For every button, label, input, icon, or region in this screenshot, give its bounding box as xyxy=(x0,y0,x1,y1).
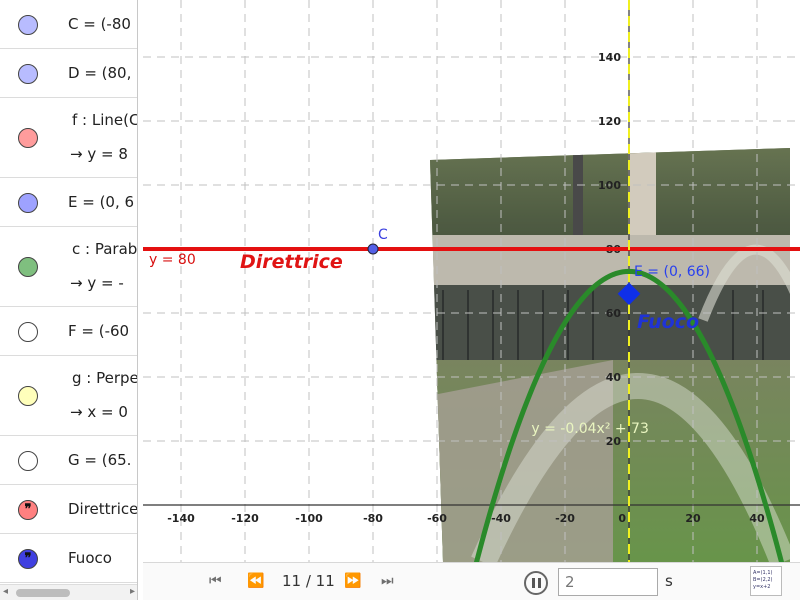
algebra-row-d[interactable]: D = (80, xyxy=(0,49,137,98)
algebra-value: → y = - xyxy=(70,274,124,292)
algebra-definition[interactable]: f : Line(C xyxy=(72,111,138,129)
point-c[interactable] xyxy=(367,243,379,255)
scrollbar-thumb[interactable] xyxy=(16,589,70,597)
y-tick-label: 100 xyxy=(598,179,621,192)
y-tick-label: 20 xyxy=(606,435,622,448)
pause-icon xyxy=(531,578,535,588)
pause-icon-bar xyxy=(537,578,541,588)
algebra-definition[interactable]: E = (0, 6 xyxy=(68,192,135,211)
algebra-row-direttrice[interactable]: ❞ Direttrice xyxy=(0,485,138,534)
x-tick-label: -80 xyxy=(363,512,383,525)
x-tick-label: -20 xyxy=(555,512,575,525)
algebra-definition[interactable]: C = (-80 xyxy=(68,14,131,33)
x-tick-label: 0 xyxy=(618,512,626,525)
scroll-right-arrow-icon[interactable]: ▸ xyxy=(129,586,135,597)
algebra-row-c[interactable]: C = (-80 xyxy=(0,0,137,49)
visibility-toggle[interactable] xyxy=(18,63,38,84)
step-counter: 11 / 11 xyxy=(282,572,335,590)
next-step-icon[interactable]: ⏩ xyxy=(344,573,362,589)
algebra-definition[interactable]: G = (65. xyxy=(68,450,132,469)
x-tick-label: -40 xyxy=(491,512,511,525)
x-tick-label: -120 xyxy=(231,512,259,525)
horizontal-scrollbar[interactable]: ◂ ▸ xyxy=(0,584,137,600)
visibility-toggle[interactable] xyxy=(18,386,38,406)
step-duration-input[interactable] xyxy=(558,568,658,596)
animation-toolbar: ⏮ ⏪ 11 / 11 ⏩ ⏭ s A=(1,1) B=(2,2) y=x+2 xyxy=(143,562,800,600)
focus-caption[interactable]: Fuoco xyxy=(637,311,699,333)
algebra-definition[interactable]: D = (80, xyxy=(68,63,132,82)
visibility-toggle[interactable] xyxy=(18,14,38,35)
focus-point[interactable] xyxy=(617,282,641,306)
parabola-curve[interactable] xyxy=(469,268,789,562)
y-tick-label: 120 xyxy=(598,115,621,128)
algebra-value: → x = 0 xyxy=(70,403,128,421)
text-object-icon[interactable]: ❞ xyxy=(18,499,38,520)
x-tick-label: 20 xyxy=(685,512,701,525)
point-c-label: C xyxy=(378,227,388,243)
pause-button[interactable] xyxy=(524,571,548,595)
text-object-icon[interactable]: ❞ xyxy=(18,548,38,569)
algebra-row-fuoco[interactable]: ❞ Fuoco xyxy=(0,534,137,583)
visibility-toggle[interactable] xyxy=(18,321,38,342)
algebra-definition[interactable]: Fuoco xyxy=(68,548,112,567)
algebra-definition[interactable]: Direttrice xyxy=(68,499,138,518)
x-tick-label: 40 xyxy=(749,512,765,525)
seconds-unit-label: s xyxy=(665,572,673,590)
directrix-caption[interactable]: Direttrice xyxy=(240,251,343,273)
y-tick-label: 140 xyxy=(598,51,621,64)
algebra-definition[interactable]: g : Perpe xyxy=(72,369,138,387)
visibility-toggle[interactable] xyxy=(18,450,38,471)
last-step-icon[interactable]: ⏭ xyxy=(381,573,394,589)
visibility-toggle[interactable] xyxy=(18,192,38,213)
algebra-definition[interactable]: c : Parab xyxy=(72,240,138,258)
parabola-equation-label: y = -0.04x² + 73 xyxy=(531,421,648,437)
scroll-left-arrow-icon[interactable]: ◂ xyxy=(3,586,9,597)
algebra-row-g[interactable]: G = (65. xyxy=(0,436,137,485)
algebra-row-f[interactable]: f : Line(C → y = 8 xyxy=(0,98,138,178)
algebra-row-g[interactable]: g : Perpe → x = 0 xyxy=(0,356,138,436)
y-tick-label: 40 xyxy=(606,371,622,384)
previous-step-icon[interactable]: ⏪ xyxy=(247,573,265,589)
algebra-style-icon[interactable]: A=(1,1) B=(2,2) y=x+2 xyxy=(750,566,782,596)
graphics-canvas[interactable]: -140-120-100-80-60-40-200204020406080100… xyxy=(143,0,800,562)
algebra-row-e[interactable]: E = (0, 6 xyxy=(0,178,137,227)
visibility-toggle[interactable] xyxy=(18,128,38,148)
visibility-toggle[interactable] xyxy=(18,257,38,277)
directrix-equation-label: y = 80 xyxy=(149,252,196,268)
algebra-view[interactable]: C = (-80 D = (80, f : Line(C → y = 8 E = (0,… xyxy=(0,0,138,600)
algebra-definition[interactable]: F = (-60 xyxy=(68,321,130,340)
first-step-icon[interactable]: ⏮ xyxy=(209,573,222,589)
x-tick-label: -140 xyxy=(167,512,195,525)
algebra-row-f[interactable]: F = (-60 xyxy=(0,307,137,356)
x-tick-label: -100 xyxy=(295,512,323,525)
algebra-row-c[interactable]: c : Parab → y = - xyxy=(0,227,138,307)
x-tick-label: -60 xyxy=(427,512,447,525)
y-tick-label: 60 xyxy=(606,307,622,320)
graphics-view[interactable]: -140-120-100-80-60-40-200204020406080100… xyxy=(143,0,800,562)
fountain-photo xyxy=(430,148,790,562)
algebra-value: → y = 8 xyxy=(70,145,128,163)
focus-coordinate-label: E = (0, 66) xyxy=(634,264,710,280)
